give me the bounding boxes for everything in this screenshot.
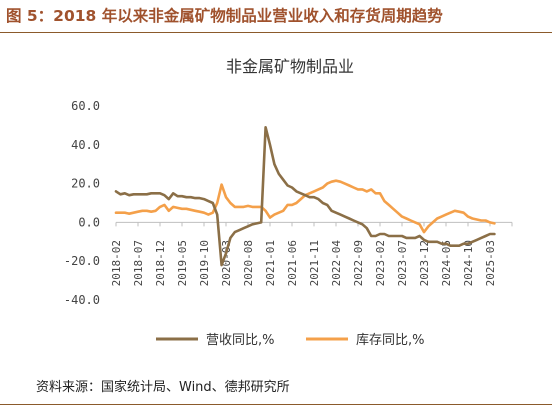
bottom-divider xyxy=(0,404,552,405)
x-tick-label: 2023-07 xyxy=(396,240,409,286)
line-chart: 非金属矿物制品业 60.0 40.0 20.0 0.0 -20.0 -40.0 2018-… xyxy=(64,57,513,348)
x-tick-label: 2023-12 xyxy=(418,240,431,286)
x-tick-label: 2018-07 xyxy=(132,240,145,286)
legend-label: 库存同比,% xyxy=(356,332,425,348)
figure-title: 图 5：2018 年以来非金属矿物制品业营业收入和存货周期趋势 xyxy=(6,7,443,25)
x-tick-label: 2024-10 xyxy=(462,240,475,286)
title-divider xyxy=(0,32,552,33)
y-tick-label: -40.0 xyxy=(64,293,100,307)
x-tick-label: 2020-03 xyxy=(220,240,233,286)
y-tick-label: 0.0 xyxy=(78,215,100,229)
series-line xyxy=(114,179,496,234)
legend-label: 营收同比,% xyxy=(206,333,275,348)
x-tick-label: 2019-05 xyxy=(176,240,189,286)
x-tick-label: 2023-02 xyxy=(374,240,387,286)
y-tick-label: 20.0 xyxy=(71,177,100,191)
x-tick-label: 2021-01 xyxy=(264,240,277,286)
x-tick-label: 2024-05 xyxy=(440,240,453,286)
y-tick-label: 40.0 xyxy=(71,138,100,152)
y-tick-label: -20.0 xyxy=(64,254,100,268)
source-note: 资料来源：国家统计局、Wind、德邦研究所 xyxy=(36,380,290,395)
x-tick-label: 2019-10 xyxy=(198,240,211,286)
chart-title: 非金属矿物制品业 xyxy=(226,57,354,76)
x-tick-label: 2021-11 xyxy=(308,240,321,286)
x-tick-label: 2020-08 xyxy=(242,240,255,286)
x-tick-label: 2021-06 xyxy=(286,240,299,286)
x-tick-label: 2025-03 xyxy=(484,240,497,286)
x-tick-label: 2022-04 xyxy=(330,240,343,287)
series-line xyxy=(114,126,496,267)
x-tick-label: 2022-09 xyxy=(352,240,365,286)
x-tick-label: 2018-12 xyxy=(154,240,167,286)
x-tick-label: 2018-02 xyxy=(110,240,123,286)
y-tick-label: 60.0 xyxy=(71,99,100,113)
